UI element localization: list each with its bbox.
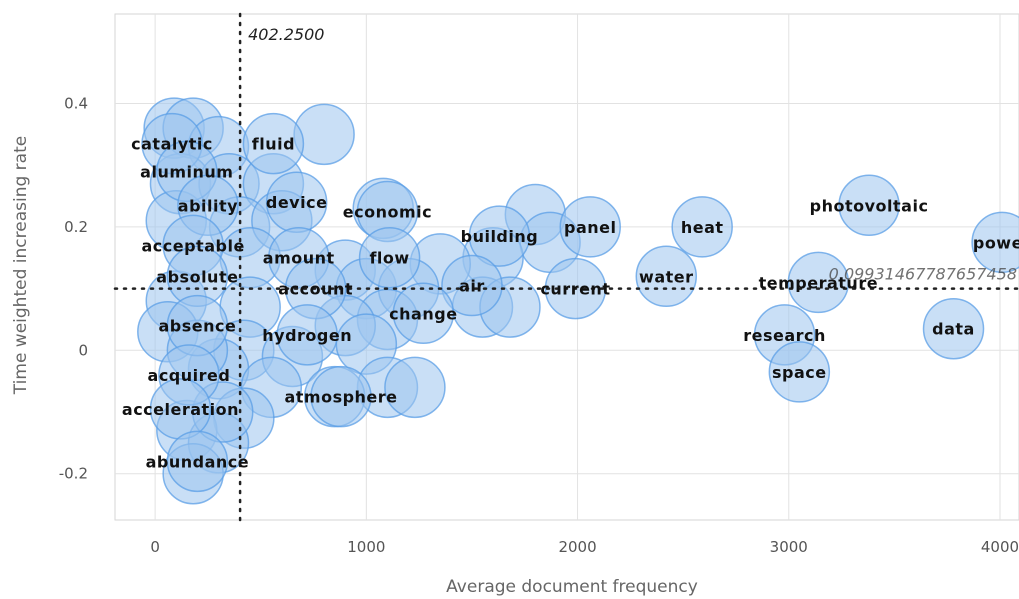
y-tick-label: 0.2 [64,218,88,236]
point-label-acquired: acquired [148,366,231,385]
y-tick-label: 0.4 [64,94,88,112]
x-tick-label: 1000 [347,538,385,556]
bubble [384,356,446,419]
bubble-data [922,297,985,360]
bubble-water [635,245,698,308]
bubble-fluid [242,112,305,175]
point-label-account: account [278,280,353,299]
x-axis-title: Average document frequency [446,577,698,597]
bubble-hydrogen [276,304,338,366]
point-label-economic: economic [343,202,432,221]
point-label-device: device [266,193,328,212]
point-label-space: space [772,363,827,382]
point-label-ability: ability [178,196,238,215]
point-label-absolute: absolute [156,267,238,286]
bubble-air [441,254,503,317]
point-label-hydrogen: hydrogen [262,326,352,345]
horizontal-reference-label: 0.09931467787657458 [829,265,1017,284]
point-label-flow: flow [369,249,409,268]
bubble-temperature [787,251,850,314]
reference-lines: 402.2500 0.09931467787657458 [113,12,1019,522]
point-label-absence: absence [158,317,236,336]
point-label-air: air [459,277,485,296]
bubble [293,103,355,166]
tick-labels: 0 1000 2000 3000 4000 -0.2 0 0.2 0.4 [59,94,1019,556]
point-label-research: research [743,326,826,345]
point-labels: catalytic fluid aluminum ability device econo… [122,135,1019,472]
bubble-atmosphere [310,365,372,428]
point-label-amount: amount [263,249,335,268]
point-label-power: power [973,233,1019,252]
bubble-building [468,205,531,267]
bubble-abundance [166,430,229,493]
point-label-current: current [540,280,610,299]
point-label-aluminum: aluminum [140,162,233,181]
point-label-change: change [389,304,457,323]
vertical-reference-label: 402.2500 [248,25,324,44]
point-label-panel: panel [564,218,616,237]
point-label-acceleration: acceleration [122,400,239,419]
bubble-change [392,282,455,345]
bubble-power [971,211,1019,274]
point-label-acceptable: acceptable [141,236,244,255]
point-label-photovoltaic: photovoltaic [810,196,929,215]
point-label-temperature: temperature [759,273,878,292]
bubble-panel [559,196,621,258]
y-tick-label: -0.2 [59,465,88,483]
bubbles [137,97,1019,505]
point-label-atmosphere: atmosphere [284,388,397,407]
bubble-heat [671,196,733,258]
y-axis-title: Time weighted increasing rate [11,136,31,395]
x-tick-label: 2000 [558,538,596,556]
x-tick-label: 4000 [981,538,1019,556]
bubble-photovoltaic [838,174,900,237]
y-tick-label: 0 [78,341,88,359]
point-label-data: data [932,320,975,339]
x-tick-label: 3000 [770,538,808,556]
point-label-abundance: abundance [146,452,250,471]
bubble-space [768,341,831,403]
plot-frame [114,13,1019,521]
point-label-heat: heat [681,218,724,237]
x-tick-label: 0 [150,538,160,556]
point-label-water: water [639,267,693,286]
bubble-flow [358,226,421,289]
point-label-building: building [461,227,539,246]
point-label-fluid: fluid [252,135,295,154]
point-label-catalytic: catalytic [131,135,213,154]
